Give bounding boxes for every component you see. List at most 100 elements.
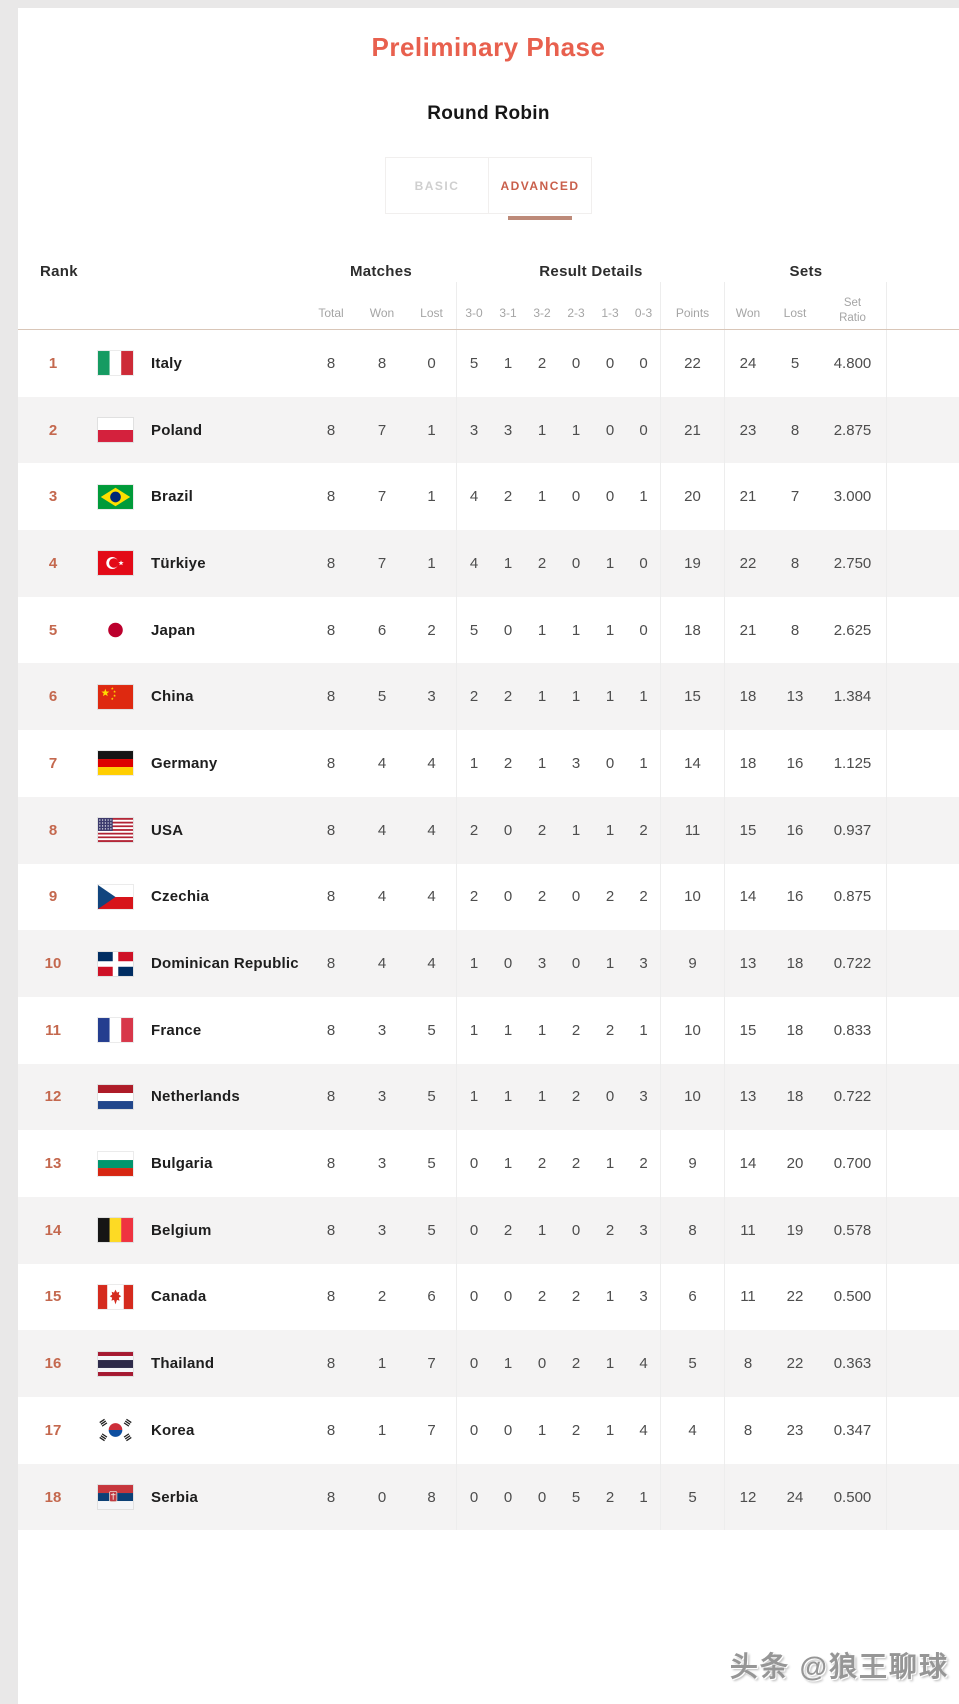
result-3-2: 1 [537,1088,547,1106]
table-row[interactable]: 15 Canada 8 2 6 0 0 2 2 1 3 6 11 22 0.50… [18,1263,959,1331]
result-3-0: 1 [469,754,479,772]
rank: 3 [48,488,58,506]
matches-total: 8 [326,1288,336,1306]
matches-total: 8 [326,421,336,439]
table-row[interactable]: 9 Czechia 8 4 4 2 0 2 0 2 2 10 14 16 0.8… [18,863,959,931]
rank: 8 [48,821,58,839]
table-row[interactable]: 7 Germany 8 4 4 1 2 1 3 0 1 14 18 16 1.1… [18,730,959,797]
table-row[interactable]: 8 USA 8 4 4 2 0 2 1 1 2 11 15 16 0.937 [18,796,959,864]
matches-total: 8 [326,754,336,772]
result-2-3: 0 [571,554,581,572]
result-2-3: 0 [571,1221,581,1239]
points: 18 [661,596,725,664]
matches-won: 4 [377,955,387,973]
sets-lost: 19 [786,1221,804,1239]
table-row[interactable]: 2 Poland 8 7 1 3 3 1 1 0 0 21 23 8 2.875 [18,396,959,464]
rank: 17 [44,1421,62,1439]
result-3-1: 2 [503,488,513,506]
matches-total: 8 [326,1355,336,1373]
result-3-2: 2 [537,354,547,372]
table-row[interactable]: 13 Bulgaria 8 3 5 0 1 2 2 1 2 9 14 20 0.… [18,1130,959,1197]
tab-advanced[interactable]: ADVANCED [488,157,592,214]
round-title: Round Robin [427,103,550,124]
points: 4 [661,1397,725,1464]
row-tail [887,864,959,931]
matches-lost: 4 [407,730,457,797]
result-3-2: 1 [537,754,547,772]
table-row[interactable]: 3 Brazil 8 7 1 4 2 1 0 0 1 20 21 7 3.000 [18,463,959,531]
team-name: Bulgaria [151,1155,213,1173]
matches-lost: 8 [407,1463,457,1531]
result-3-1: 1 [503,1355,513,1373]
result-0-3: 3 [627,930,661,997]
result-2-3: 2 [571,1088,581,1106]
table-row[interactable]: 12 Netherlands 8 3 5 1 1 1 2 0 3 10 13 1… [18,1063,959,1131]
result-0-3: 1 [627,730,661,797]
row-tail [887,797,959,864]
sets-won: 13 [739,1088,757,1106]
team-name: Dominican Republic [151,955,299,973]
set-ratio: 4.800 [819,330,887,397]
table-row[interactable]: 5 Japan 8 6 2 5 0 1 1 1 0 18 21 8 2.625 [18,596,959,664]
table-row[interactable]: 14 Belgium 8 3 5 0 2 1 0 2 3 8 11 19 0.5… [18,1196,959,1264]
team-name: USA [151,821,184,839]
result-0-3: 1 [627,1463,661,1531]
matches-total: 8 [326,488,336,506]
table-row[interactable]: 11 France 8 3 5 1 1 1 2 2 1 10 15 18 0.8… [18,996,959,1064]
country-flag-icon [88,864,143,931]
table-row[interactable]: 17 Korea 8 1 7 0 0 1 2 1 4 4 8 23 0.347 [18,1397,959,1464]
matches-total: 8 [326,1021,336,1039]
sets-lost: 18 [786,955,804,973]
table-row[interactable]: 6 China 8 5 3 2 2 1 1 1 1 15 18 13 1.384 [18,663,959,731]
result-3-2: 1 [537,488,547,506]
country-flag-icon [88,330,143,397]
result-1-3: 1 [605,688,615,706]
result-3-0: 0 [469,1421,479,1439]
points: 19 [661,530,725,597]
result-2-3: 1 [571,421,581,439]
sets-won: 18 [739,754,757,772]
points: 5 [661,1463,725,1531]
table-row[interactable]: 10 Dominican Republic 8 4 4 1 0 3 0 1 3 … [18,930,959,997]
result-0-3: 1 [627,663,661,731]
result-0-3: 3 [627,1263,661,1331]
result-1-3: 1 [605,1421,615,1439]
country-flag-icon [88,1197,143,1264]
team-name: Thailand [151,1355,215,1373]
result-1-3: 1 [605,1155,615,1173]
set-ratio: 0.500 [819,1263,887,1331]
result-3-0: 2 [469,888,479,906]
matches-lost: 1 [407,530,457,597]
matches-lost: 1 [407,463,457,531]
result-2-3: 2 [571,1421,581,1439]
rank: 1 [48,354,58,372]
matches-won: 0 [377,1488,387,1506]
sets-won: 13 [739,955,757,973]
table-row[interactable]: 4 Türkiye 8 7 1 4 1 2 0 1 0 19 22 8 2.75… [18,530,959,597]
result-0-3: 3 [627,1196,661,1264]
row-tail [887,1264,959,1331]
result-1-3: 0 [605,754,615,772]
matches-total: 8 [326,354,336,372]
tab-basic[interactable]: BASIC [385,157,489,214]
table-row[interactable]: 18 Serbia 8 0 8 0 0 0 5 2 1 5 12 24 0.50… [18,1463,959,1531]
result-3-2: 1 [537,421,547,439]
sets-won: 8 [743,1421,753,1439]
sets-won: 23 [739,421,757,439]
row-tail [887,1197,959,1264]
table-row[interactable]: 1 Italy 8 8 0 5 1 2 0 0 0 22 24 5 4.800 [18,330,959,397]
sets-won: 15 [739,1021,757,1039]
col-header-3-2: 3-2 [533,306,551,320]
result-0-3: 0 [627,330,661,397]
col-header-0-3: 0-3 [627,282,661,329]
sets-lost: 16 [786,754,804,772]
row-tail [887,1464,959,1531]
table-row[interactable]: 16 Thailand 8 1 7 0 1 0 2 1 4 5 8 22 0.3… [18,1330,959,1397]
result-3-0: 4 [469,488,479,506]
rank: 2 [48,421,58,439]
result-0-3: 1 [627,463,661,531]
result-0-3: 3 [627,1063,661,1131]
col-header-set-ratio: Set Ratio [819,282,887,329]
result-1-3: 1 [605,554,615,572]
sets-won: 15 [739,821,757,839]
